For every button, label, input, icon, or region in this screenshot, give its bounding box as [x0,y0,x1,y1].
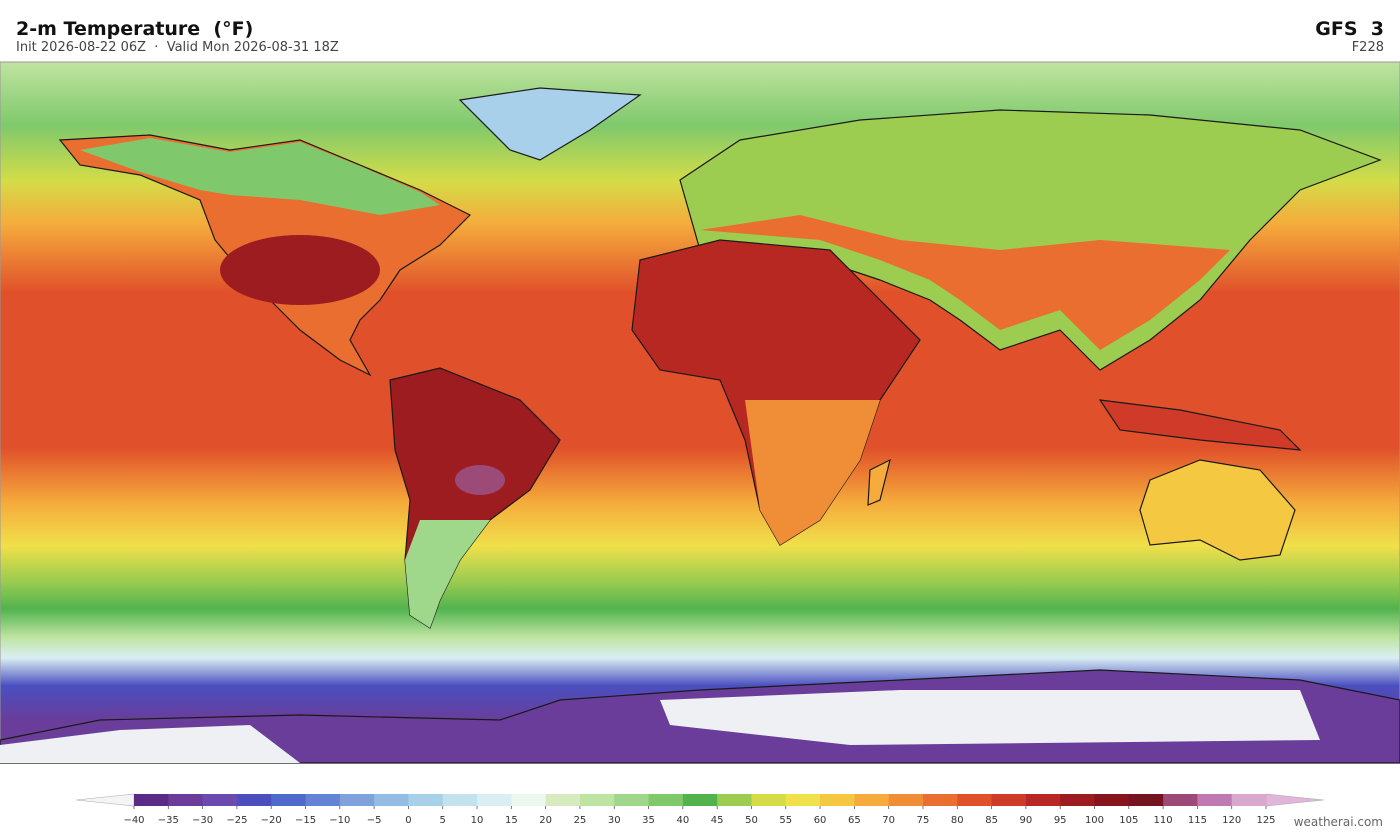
colorbar-box [854,794,890,806]
colorbar-box [820,794,855,806]
colorbar-tick-label: −20 [261,815,282,826]
colorbar-box [305,794,341,806]
colorbar-box [134,794,169,806]
map-subtitle: Init 2026-08-22 06Z · Valid Mon 2026-08-… [16,40,339,55]
us-heat [220,235,380,305]
colorbar-tick-label: 70 [882,815,895,826]
colorbar-box [785,794,821,806]
colorbar-box [579,794,615,806]
colorbar-tick-label: −40 [123,815,144,826]
colorbar-tick-label: 75 [917,815,930,826]
colorbar-over [1265,793,1325,807]
colorbar-tick-label: 90 [1020,815,1033,826]
colorbar-tick-label: 45 [711,815,724,826]
patagonia [405,520,490,628]
colorbar-box [339,794,375,806]
colorbar-tick-label: −10 [329,815,350,826]
colorbar-tick-label: 30 [608,815,621,826]
colorbar-tick-label: 115 [1188,815,1207,826]
colorbar-box [888,794,924,806]
map-title: 2-m Temperature (°F) [16,18,253,40]
colorbar-box [751,794,787,806]
credit: weatherai.com [1294,815,1383,829]
colorbar-box [442,794,478,806]
colorbar-tick-label: 100 [1085,815,1104,826]
colorbar-box [545,794,581,806]
colorbar-tick-label: −35 [158,815,179,826]
colorbar-tick-label: 20 [539,815,552,826]
antarctic-plateau-west [0,725,300,763]
colorbar-box [1060,794,1095,806]
colorbar-box [682,794,718,806]
colorbar-box [991,794,1027,806]
colorbar-tick-label: 50 [745,815,758,826]
colorbar-tick-label: 65 [848,815,861,826]
indonesia [1098,399,1302,451]
colorbar-tick-label: 40 [676,815,689,826]
colorbar-box [1025,794,1061,806]
colorbar-tick-label: 125 [1256,815,1275,826]
colorbar-tick-label: 5 [440,815,446,826]
colorbar-tick-label: 80 [951,815,964,826]
colorbar-box [168,794,204,806]
forecast-hour: F228 [1352,40,1384,55]
colorbar-tick-label: −15 [295,815,316,826]
map [0,61,1400,764]
southern-africa [745,400,880,545]
greenland [458,87,642,161]
colorbar-tick-label: 10 [471,815,484,826]
colorbar-tick-label: 0 [405,815,411,826]
colorbar-tick-label: 95 [1054,815,1067,826]
colorbar-box [236,794,272,806]
canada [80,138,440,215]
colorbar-box [1231,794,1267,806]
south-asia [700,215,1230,350]
colorbar-tick-label: −25 [226,815,247,826]
colorbar-box [957,794,993,806]
colorbar-box [1094,794,1130,806]
australia [1139,459,1296,561]
colorbar-tick-label: 120 [1222,815,1241,826]
colorbar-tick-label: 35 [642,815,655,826]
colorbar-box [477,794,512,806]
colorbar-tick-label: −30 [192,815,213,826]
colorbar-tick-label: 55 [779,815,792,826]
colorbar: −40 −35 −30 −25 −20 −15 −10 −5 0 5 10 15 20 25 30 35 40 4… [75,793,1325,826]
colorbar-tick-label: 15 [505,815,518,826]
colorbar-box [1197,794,1233,806]
antarctic-plateau-east [660,690,1320,745]
model-name: GFS 3 [1315,18,1384,40]
colorbar-box [511,794,547,806]
colorbar-tick-label: 60 [814,815,827,826]
colorbar-box [614,794,650,806]
continents [0,87,1400,764]
colorbar-box [648,794,684,806]
colorbar-box [408,794,444,806]
colorbar-box [1128,794,1164,806]
colorbar-tick-label: 25 [574,815,587,826]
colorbar-tick-label: 85 [985,815,998,826]
colorbar-tick-label: −5 [367,815,382,826]
colorbar-box [374,794,409,806]
brazil-hot-spot [455,465,505,495]
colorbar-box [202,794,238,806]
colorbar-tick-label: 110 [1154,815,1173,826]
colorbar-box [1163,794,1198,806]
colorbar-box [717,794,752,806]
colorbar-tick-label: 105 [1119,815,1138,826]
madagascar [867,458,891,506]
colorbar-box [271,794,307,806]
colorbar-under [75,793,135,807]
colorbar-box [922,794,958,806]
